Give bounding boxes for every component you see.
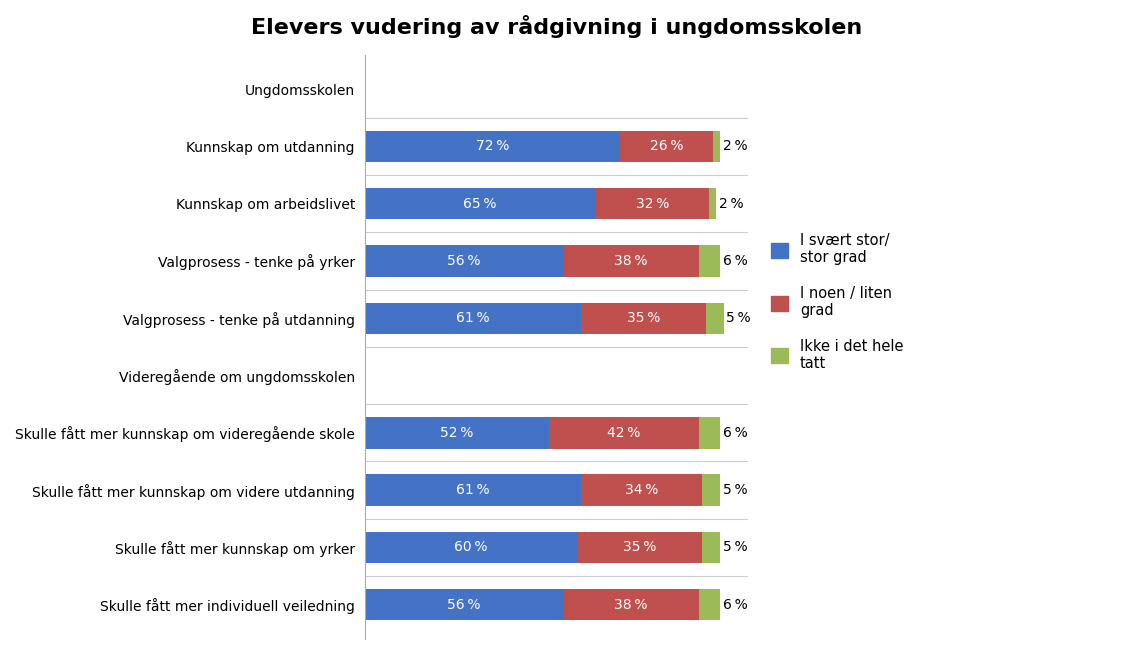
Bar <box>621 131 713 162</box>
Bar <box>706 303 724 334</box>
Bar <box>365 417 549 449</box>
Bar <box>365 303 582 334</box>
Text: 52 %: 52 % <box>441 426 473 440</box>
Text: 42 %: 42 % <box>607 426 641 440</box>
Text: 65 %: 65 % <box>463 197 497 211</box>
Bar <box>582 303 706 334</box>
Text: 38 %: 38 % <box>614 254 648 268</box>
Text: 6 %: 6 % <box>722 426 747 440</box>
Text: 60 %: 60 % <box>454 540 488 555</box>
Text: 35 %: 35 % <box>627 311 660 325</box>
Text: 6 %: 6 % <box>722 598 747 611</box>
Text: 2 %: 2 % <box>719 197 744 211</box>
Bar <box>564 589 699 621</box>
Bar <box>365 188 595 220</box>
Bar <box>549 417 699 449</box>
Text: 32 %: 32 % <box>636 197 669 211</box>
Bar <box>365 474 582 506</box>
Bar <box>365 131 621 162</box>
Title: Elevers vudering av rådgivning i ungdomsskolen: Elevers vudering av rådgivning i ungdoms… <box>251 15 862 38</box>
Bar <box>699 245 720 277</box>
Bar <box>699 417 720 449</box>
Bar <box>564 245 699 277</box>
Text: 5 %: 5 % <box>722 483 747 497</box>
Text: 61 %: 61 % <box>456 311 490 325</box>
Text: 72 %: 72 % <box>476 139 509 154</box>
Text: 2 %: 2 % <box>722 139 747 154</box>
Bar <box>702 532 720 563</box>
Text: 26 %: 26 % <box>650 139 683 154</box>
Text: 56 %: 56 % <box>447 598 481 611</box>
Bar <box>699 589 720 621</box>
Bar <box>365 532 578 563</box>
Text: 34 %: 34 % <box>625 483 658 497</box>
Text: 5 %: 5 % <box>722 540 747 555</box>
Text: 6 %: 6 % <box>722 254 747 268</box>
Bar <box>709 188 717 220</box>
Bar <box>365 589 564 621</box>
Text: 35 %: 35 % <box>623 540 657 555</box>
Text: 56 %: 56 % <box>447 254 481 268</box>
Bar <box>582 474 702 506</box>
Text: 38 %: 38 % <box>614 598 648 611</box>
Bar <box>702 474 720 506</box>
Bar <box>365 245 564 277</box>
Text: 5 %: 5 % <box>727 311 751 325</box>
Bar <box>713 131 720 162</box>
Legend: I svært stor/
stor grad, I noen / liten
grad, Ikke i det hele
tatt: I svært stor/ stor grad, I noen / liten … <box>763 226 911 378</box>
Text: 61 %: 61 % <box>456 483 490 497</box>
Bar <box>595 188 709 220</box>
Bar <box>578 532 702 563</box>
